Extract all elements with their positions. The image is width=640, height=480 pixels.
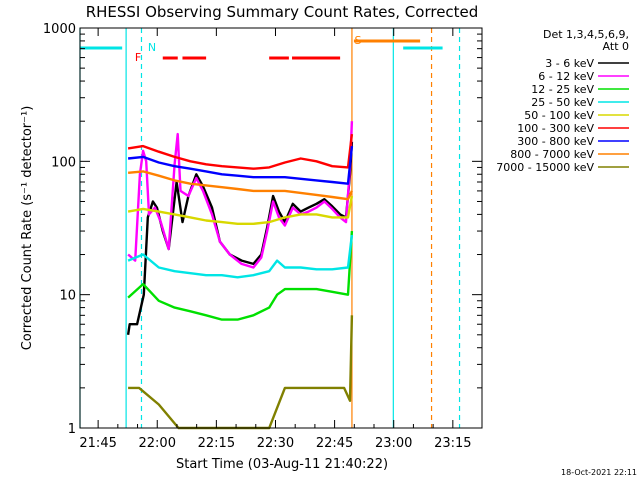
x-tick-label-23-00: 23:00: [375, 436, 412, 451]
flag-label-s: S: [355, 34, 362, 47]
legend-label-7000-15000-kev: 7000 - 15000 keV: [496, 161, 594, 174]
y-tick-label-100: 100: [51, 155, 76, 170]
legend-label-800-7000-kev: 800 - 7000 keV: [510, 148, 594, 161]
y-tick-label-1: 1: [68, 422, 76, 437]
y-tick-label-10: 10: [59, 289, 76, 304]
x-axis-label: Start Time (03-Aug-11 21:40:22): [176, 457, 388, 472]
axis-ticks: 21:45 22:00 22:15 22:30 22:45 23:00 23:15 1 10 10…: [43, 22, 482, 451]
vertical-markers: [79, 28, 461, 428]
series-line-800-7000-kev: [127, 170, 353, 201]
legend-label-6-12-kev: 6 - 12 keV: [538, 70, 594, 83]
legend-label-300-800-kev: 300 - 800 keV: [517, 135, 594, 148]
legend-header-line-2: Att 0: [603, 40, 629, 53]
legend-label-50-100-kev: 50 - 100 keV: [524, 109, 594, 122]
x-tick-label-22-00: 22:00: [139, 436, 176, 451]
x-tick-label-22-45: 22:45: [316, 436, 353, 451]
series-line-50-100-kev: [127, 195, 354, 226]
plot-frame: [79, 27, 483, 429]
flag-label-n: N: [148, 41, 156, 54]
series-line-12-25-kev: [127, 231, 354, 321]
footer-timestamp: 18-Oct-2021 22:11: [561, 468, 637, 477]
legend-label-100-300-kev: 100 - 300 keV: [517, 122, 594, 135]
y-tick-label-1000: 1000: [43, 22, 76, 37]
flag-label-f: F: [135, 51, 141, 64]
series-line-300-800-kev: [127, 145, 354, 185]
series-line-7000-15000-kev: [128, 315, 354, 430]
x-tick-label-23-15: 23:15: [434, 436, 471, 451]
orbit-flags: NF S: [80, 34, 443, 64]
series-line-25-50-kev: [127, 234, 354, 279]
series-layer: [126, 121, 354, 430]
chart-title: RHESSI Observing Summary Count Rates, Co…: [86, 3, 479, 21]
legend-label-25-50-kev: 25 - 50 keV: [531, 96, 594, 109]
series-line-100-300-kev: [127, 133, 354, 170]
series-line-3-6-kev: [126, 141, 354, 335]
x-tick-label-21-45: 21:45: [79, 436, 116, 451]
legend-header-line-1: Det 1,3,4,5,6,9,: [543, 28, 629, 41]
legend-label-12-25-kev: 12 - 25 keV: [531, 83, 594, 96]
legend-label-3-6-kev: 3 - 6 keV: [545, 57, 594, 70]
y-axis-label: Corrected Count Rate (s⁻¹ detector⁻¹): [20, 106, 35, 351]
x-tick-label-22-15: 22:15: [198, 436, 235, 451]
x-tick-label-22-30: 22:30: [257, 436, 294, 451]
